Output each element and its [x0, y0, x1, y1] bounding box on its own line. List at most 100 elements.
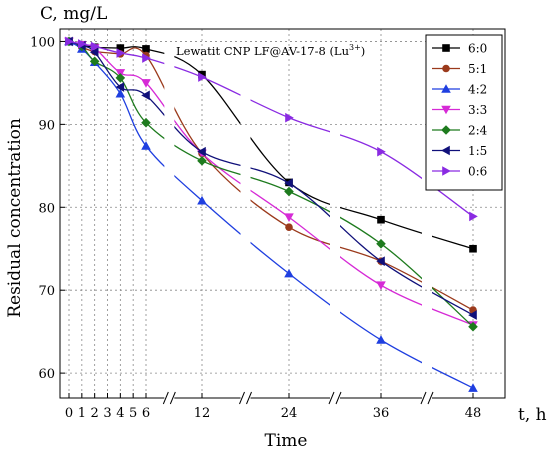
x-tick-label: 48	[465, 406, 482, 421]
x-tick-label: 4	[116, 406, 124, 421]
legend-label: 4:2	[468, 83, 487, 97]
legend-label: 0:6	[468, 165, 487, 179]
data-point	[285, 112, 294, 123]
y-tick-label: 100	[30, 35, 55, 50]
legend-marker	[441, 84, 451, 93]
axis-break-gap	[422, 391, 432, 405]
data-point	[89, 56, 100, 67]
legend: 6:0 5:1 4:2 3:3 2:4 1:5 0:6	[425, 34, 503, 191]
data-point	[142, 45, 150, 53]
y-tick-label: 90	[38, 118, 55, 133]
data-point	[198, 72, 207, 82]
series-line	[68, 40, 474, 328]
y-tick-label: 60	[38, 367, 55, 382]
annotation-main: Lewatit CNP LF@AV-17-8 (Lu	[176, 44, 349, 58]
data-point	[141, 117, 151, 128]
x-axis-title: Time	[265, 431, 308, 451]
series-0-6	[65, 36, 478, 222]
legend-label: 3:3	[468, 103, 487, 117]
data-point	[89, 47, 99, 58]
axis-break-mark	[162, 391, 169, 405]
legend-box	[425, 34, 503, 191]
data-point	[116, 48, 126, 58]
data-point	[141, 141, 151, 150]
data-point	[284, 268, 294, 278]
data-point	[141, 90, 150, 101]
data-point	[65, 36, 74, 47]
legend-label: 1:5	[468, 144, 487, 158]
data-point	[377, 146, 386, 157]
series-line	[68, 40, 474, 326]
x-tick-label: 12	[194, 406, 211, 421]
axis-break-gap	[240, 391, 251, 405]
series-1-5	[64, 36, 477, 320]
legend-label: 5:1	[468, 62, 487, 76]
x-tick-label: 1	[78, 406, 86, 421]
data-point	[285, 223, 293, 231]
axis-break-mark	[420, 391, 427, 405]
axis-break-mark	[335, 391, 342, 405]
legend-label: 2:4	[468, 124, 488, 138]
x-tick-label: 0	[65, 406, 73, 421]
data-point	[377, 215, 385, 224]
data-point	[284, 178, 293, 189]
y-tick-label: 80	[38, 201, 55, 216]
legend-marker	[441, 145, 450, 156]
series-2-4	[64, 36, 478, 332]
y-axis-title: Residual concentration	[5, 118, 25, 318]
x-tick-label: 3	[103, 406, 111, 421]
x-tick-label: 24	[281, 406, 298, 421]
chart-annotation: Lewatit CNP LF@AV-17-8 (Lu3+)	[176, 43, 365, 58]
axis-break-mark	[246, 391, 252, 405]
plot-frame	[59, 28, 506, 399]
x-tick-label: 6	[142, 406, 150, 421]
legend-marker	[441, 105, 451, 115]
data-point	[468, 383, 478, 392]
series-line	[68, 40, 474, 250]
legend-marker	[442, 166, 451, 176]
data-point	[376, 238, 386, 249]
legend-label: 6:0	[468, 42, 487, 56]
axis-break-mark	[239, 391, 245, 405]
series-layer	[64, 36, 478, 392]
data-point	[468, 321, 478, 332]
data-point	[376, 335, 386, 344]
axis-break-mark	[328, 391, 335, 405]
legend-marker	[441, 125, 451, 135]
data-point	[115, 88, 126, 98]
axis-break-gap	[164, 391, 175, 405]
annotation-close: )	[361, 44, 366, 58]
data-point	[115, 73, 126, 83]
data-point	[284, 186, 294, 197]
data-point	[115, 82, 125, 92]
data-point	[469, 244, 477, 253]
series-line	[68, 40, 474, 217]
data-point	[142, 53, 151, 63]
series-line	[68, 40, 474, 316]
x-tick-label: 5	[129, 406, 137, 421]
axis-break-mark	[169, 391, 176, 405]
data-point	[197, 156, 207, 166]
data-point	[197, 195, 207, 205]
data-point	[116, 44, 125, 52]
x-tick-label: 2	[91, 406, 99, 421]
data-point	[376, 281, 386, 291]
data-point	[141, 79, 151, 88]
x-tick-label: 36	[373, 406, 390, 421]
legend-marker	[442, 64, 450, 73]
series-6-0	[65, 37, 477, 253]
axis-break-mark	[427, 391, 434, 405]
data-point	[197, 146, 206, 157]
data-point	[469, 211, 478, 222]
data-point	[78, 39, 87, 49]
data-point	[284, 213, 294, 223]
data-point	[468, 310, 477, 320]
axis-break-gap	[330, 391, 340, 405]
y-unit-label: C, mg/L	[40, 4, 107, 24]
y-tick-label: 70	[38, 284, 55, 299]
legend-marker	[442, 44, 450, 52]
annotation-superscript: 3+	[349, 43, 361, 52]
data-point	[376, 256, 385, 266]
